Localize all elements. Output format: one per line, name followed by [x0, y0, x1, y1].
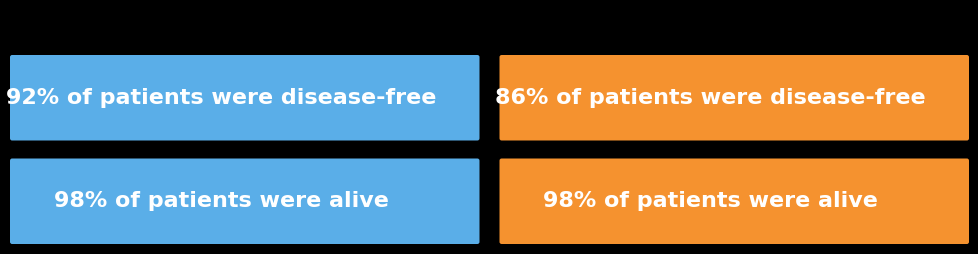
Text: 86% of patients were disease-free: 86% of patients were disease-free	[495, 88, 925, 108]
Text: 92% of patients were disease-free: 92% of patients were disease-free	[6, 88, 436, 108]
Text: 98% of patients were alive: 98% of patients were alive	[54, 191, 388, 211]
FancyBboxPatch shape	[499, 55, 968, 140]
FancyBboxPatch shape	[499, 158, 968, 244]
FancyBboxPatch shape	[10, 158, 479, 244]
FancyBboxPatch shape	[10, 55, 479, 140]
Text: 98% of patients were alive: 98% of patients were alive	[543, 191, 877, 211]
